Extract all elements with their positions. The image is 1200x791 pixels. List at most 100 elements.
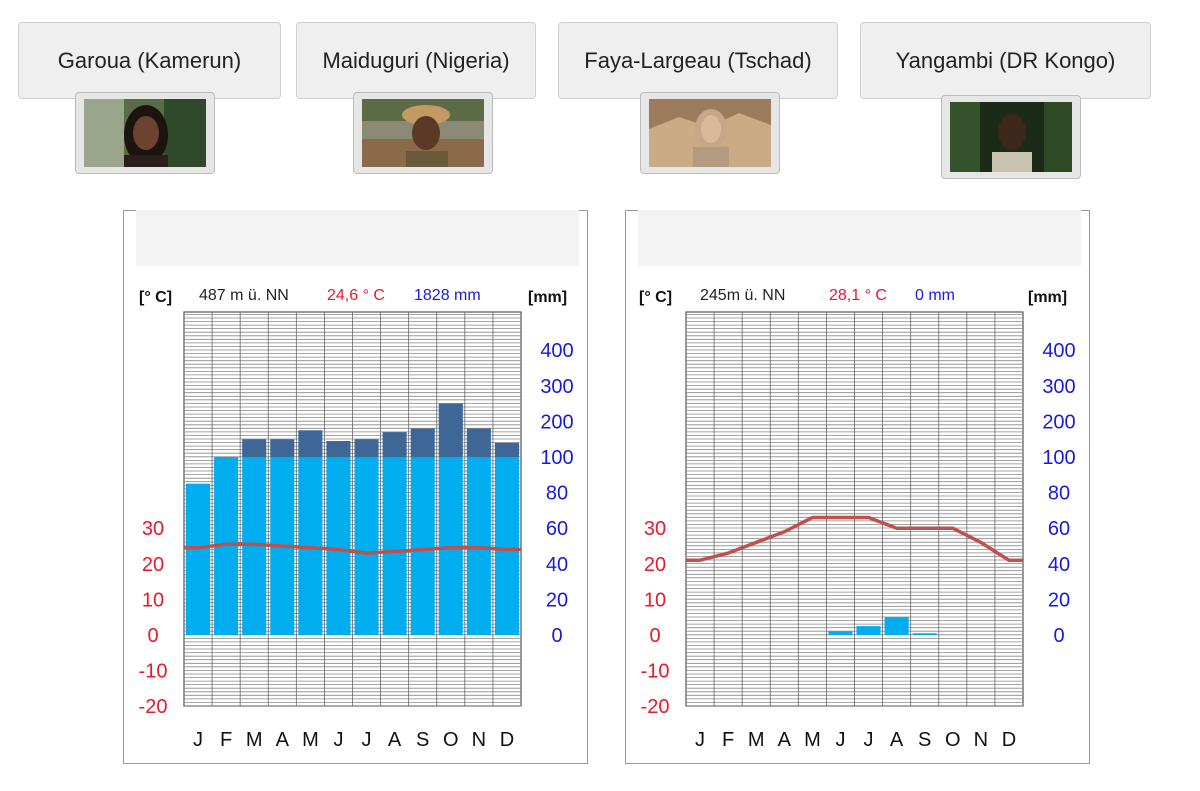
temp-tick-label: -10	[641, 661, 670, 683]
city-button-label: Faya-Largeau (Tschad)	[584, 47, 812, 73]
precip-bar-humid	[466, 428, 491, 457]
precip-unit-label: [mm]	[528, 289, 567, 306]
precip-tick-label: 300	[540, 376, 573, 398]
month-label: S	[918, 729, 931, 751]
temp-tick-label: 0	[649, 625, 660, 647]
city-button-faya-largeau[interactable]: Faya-Largeau (Tschad)	[558, 22, 838, 99]
precip-bar-humid	[494, 442, 519, 457]
precip-tick-label: 0	[1053, 625, 1064, 647]
month-label: N	[974, 729, 988, 751]
precip-bar	[382, 457, 407, 635]
temp-tick-label: 30	[644, 518, 666, 540]
precip-bar-humid	[326, 440, 351, 457]
elevation-label: 487 m ü. NN	[199, 287, 289, 304]
city-button-maiduguri[interactable]: Maiduguri (Nigeria)	[296, 22, 536, 99]
precip-tick-label: 20	[1048, 589, 1070, 611]
month-label: D	[1002, 729, 1016, 751]
mean-temp-label: 28,1 ° C	[829, 287, 887, 304]
city-button-yangambi[interactable]: Yangambi (DR Kongo)	[860, 22, 1151, 99]
temp-tick-label: 0	[147, 625, 158, 647]
month-label: F	[220, 729, 232, 751]
precip-tick-label: 40	[546, 554, 568, 576]
precip-tick-label: 0	[551, 625, 562, 647]
month-label: O	[443, 729, 459, 751]
portrait-man-rainforest-photo	[950, 102, 1072, 172]
precip-tick-label: 20	[546, 589, 568, 611]
photo-card-2[interactable]	[353, 92, 493, 174]
precip-tick-label: 400	[1042, 340, 1075, 362]
month-label: N	[472, 729, 486, 751]
month-label: J	[836, 729, 846, 751]
temp-tick-label: -20	[139, 696, 168, 718]
precip-bar-humid	[242, 439, 267, 457]
month-label: F	[722, 729, 734, 751]
precip-tick-label: 400	[540, 340, 573, 362]
precip-bar	[494, 457, 519, 635]
precip-bar	[410, 457, 435, 635]
temp-unit-label: [° C]	[139, 289, 172, 306]
precip-tick-label: 100	[540, 447, 573, 469]
precip-bar	[884, 617, 909, 635]
temp-tick-label: 10	[142, 589, 164, 611]
precip-bar-humid	[410, 428, 435, 457]
precip-tick-label: 200	[1042, 411, 1075, 433]
month-label: S	[416, 729, 429, 751]
portrait-man-village-photo	[362, 99, 484, 167]
temp-tick-label: 10	[644, 589, 666, 611]
annual-precip-label: 1828 mm	[414, 287, 481, 304]
precip-bar-humid	[438, 403, 463, 457]
precip-bar	[828, 631, 853, 635]
climate-chart-1: [° C] 487 m ü. NN 24,6 ° C 1828 mm [mm] …	[123, 210, 588, 769]
month-label: J	[362, 729, 372, 751]
precip-tick-label: 60	[1048, 518, 1070, 540]
month-label: J	[334, 729, 344, 751]
temp-tick-label: -20	[641, 696, 670, 718]
precip-bar-humid	[382, 432, 407, 457]
portrait-woman-forest-photo	[84, 99, 206, 167]
temp-tick-label: 30	[142, 518, 164, 540]
precip-bar	[326, 457, 351, 635]
precip-bar-humid	[298, 430, 323, 457]
drop-zone[interactable]	[638, 210, 1081, 266]
month-label: M	[302, 729, 319, 751]
temp-tick-label: 20	[142, 554, 164, 576]
month-label: J	[695, 729, 705, 751]
portrait-woman-desert-photo	[649, 99, 771, 167]
temperature-line	[686, 515, 1023, 562]
precip-tick-label: 80	[1048, 483, 1070, 505]
photo-card-4[interactable]	[941, 95, 1081, 179]
precip-bar-humid	[354, 439, 379, 457]
elevation-label: 245m ü. NN	[700, 287, 785, 304]
month-label: D	[500, 729, 514, 751]
city-button-label: Yangambi (DR Kongo)	[895, 47, 1116, 73]
climate-chart-2: [° C] 245m ü. NN 28,1 ° C 0 mm [mm] 30 20…	[625, 210, 1090, 769]
annual-precip-label: 0 mm	[915, 287, 955, 304]
precip-tick-label: 40	[1048, 554, 1070, 576]
month-label: A	[778, 729, 792, 751]
photo-card-3[interactable]	[640, 92, 780, 174]
temp-tick-label: -10	[139, 661, 168, 683]
precip-tick-label: 200	[540, 411, 573, 433]
precip-bar	[466, 457, 491, 635]
temperature-line	[184, 542, 521, 555]
month-label: A	[388, 729, 402, 751]
precip-tick-label: 100	[1042, 447, 1075, 469]
month-label: J	[193, 729, 203, 751]
precip-tick-label: 80	[546, 483, 568, 505]
precip-bar	[856, 626, 881, 635]
mean-temp-label: 24,6 ° C	[327, 287, 385, 304]
precip-bar	[354, 457, 379, 635]
drop-zone[interactable]	[136, 210, 579, 266]
month-label: M	[804, 729, 821, 751]
precip-bar	[912, 633, 937, 635]
photo-card-1[interactable]	[75, 92, 215, 174]
precip-tick-label: 300	[1042, 376, 1075, 398]
precip-tick-label: 60	[546, 518, 568, 540]
month-label: M	[246, 729, 263, 751]
month-label: A	[276, 729, 290, 751]
temp-tick-label: 20	[644, 554, 666, 576]
city-button-garoua[interactable]: Garoua (Kamerun)	[18, 22, 281, 99]
month-label: J	[864, 729, 874, 751]
precip-unit-label: [mm]	[1028, 289, 1067, 306]
city-button-label: Garoua (Kamerun)	[57, 47, 242, 73]
